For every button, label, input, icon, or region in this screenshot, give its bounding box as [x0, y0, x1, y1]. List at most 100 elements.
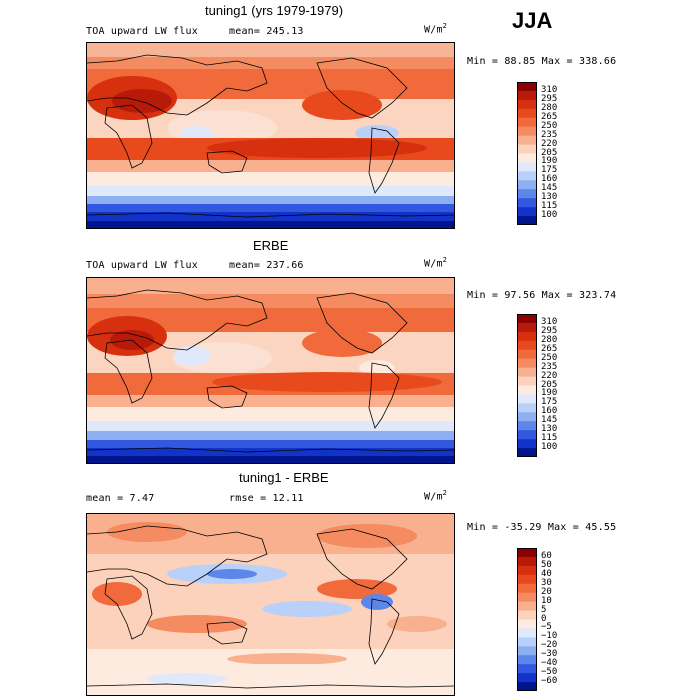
colorbar-swatch [517, 108, 537, 119]
colorbar-swatch [517, 331, 537, 342]
colorbar-swatch [517, 198, 537, 208]
colorbar-swatch [517, 548, 537, 558]
colorbar-tick-label: 10 [541, 595, 552, 606]
panel1-variable: TOA upward LW flux [86, 26, 198, 37]
colorbar-swatch [517, 448, 537, 458]
panel3-units: W/m2 [424, 489, 448, 503]
colorbar-swatch [517, 592, 537, 602]
colorbar-tick-label: 160 [541, 174, 558, 185]
colorbar-tick-label: 265 [541, 111, 558, 122]
colorbar-swatch [517, 126, 537, 136]
colorbar-swatch [517, 673, 537, 683]
colorbar-swatch [517, 376, 537, 386]
colorbar-swatch [517, 144, 537, 154]
panel3-colorbar-swatches [517, 548, 537, 692]
colorbar-swatch [517, 358, 537, 368]
colorbar-tick-label: 205 [541, 379, 558, 390]
colorbar-swatch [517, 189, 537, 199]
colorbar-swatch [517, 180, 537, 190]
colorbar-swatch [517, 439, 537, 449]
panel2-title: ERBE [253, 238, 289, 253]
colorbar-swatch [517, 135, 537, 145]
colorbar-swatch [517, 601, 537, 611]
panel2-map-field [87, 278, 454, 463]
panel1-units: W/m2 [424, 22, 448, 36]
colorbar-tick-label: 175 [541, 165, 558, 176]
panel2-colorbar: 310 295 280 265 250 235 220 205 190 175 160 145 130 1… [517, 314, 557, 458]
colorbar-tick-label: 250 [541, 352, 558, 363]
colorbar-swatch [517, 403, 537, 413]
panel3-mean: mean = 7.47 [86, 493, 155, 504]
colorbar-tick-label: 175 [541, 397, 558, 408]
colorbar-tick-label: 145 [541, 183, 558, 194]
colorbar-swatch [517, 162, 537, 172]
colorbar-tick-label: 40 [541, 568, 552, 579]
panel2-mean: mean= 237.66 [229, 260, 304, 271]
colorbar-tick-label: 60 [541, 550, 552, 561]
colorbar-tick-label: −5 [541, 622, 552, 633]
colorbar-tick-label: 190 [541, 156, 558, 167]
colorbar-swatch [517, 82, 537, 92]
colorbar-tick-label: 310 [541, 316, 558, 327]
colorbar-swatch [517, 682, 537, 692]
colorbar-swatch [517, 421, 537, 431]
colorbar-tick-label: 205 [541, 147, 558, 158]
panel2-map [86, 277, 455, 464]
colorbar-tick-label: −10 [541, 631, 558, 642]
colorbar-border [517, 82, 537, 225]
colorbar-swatch [517, 153, 537, 163]
colorbar-swatch [517, 314, 537, 324]
colorbar-tick-label: 115 [541, 433, 558, 444]
colorbar-tick-label: −60 [541, 676, 558, 687]
panel3-rmse: rmse = 12.11 [229, 493, 304, 504]
panel1-map [86, 42, 455, 229]
panel3-map-field [87, 514, 454, 695]
colorbar-tick-label: 30 [541, 577, 552, 588]
colorbar-tick-label: 235 [541, 129, 558, 140]
colorbar-tick-label: 115 [541, 201, 558, 212]
colorbar-swatch [517, 412, 537, 422]
panel3-colorbar: 60 50 40 30 20 10 5 0 −5 −10 −20 −30 −40 −50 −60 [517, 548, 557, 692]
colorbar-swatch [517, 99, 537, 110]
colorbar-swatch [517, 655, 537, 665]
colorbar-tick-label: −40 [541, 658, 558, 669]
season-label: JJA [512, 8, 553, 33]
colorbar-swatch [517, 216, 537, 226]
colorbar-swatch [517, 646, 537, 656]
colorbar-tick-label: 130 [541, 192, 558, 203]
panel1-map-field [87, 43, 454, 228]
colorbar-swatch [517, 385, 537, 395]
colorbar-tick-label: 250 [541, 120, 558, 131]
panel2-units: W/m2 [424, 256, 448, 270]
colorbar-swatch [517, 367, 537, 377]
colorbar-tick-label: 280 [541, 102, 558, 113]
panel2-variable: TOA upward LW flux [86, 260, 198, 271]
colorbar-swatch [517, 340, 537, 351]
colorbar-swatch [517, 574, 537, 585]
colorbar-swatch [517, 90, 537, 101]
colorbar-swatch [517, 619, 537, 629]
colorbar-tick-label: 130 [541, 424, 558, 435]
colorbar-tick-label: 265 [541, 343, 558, 354]
colorbar-tick-label: 295 [541, 325, 558, 336]
panel1-minmax: Min = 88.85 Max = 338.66 [467, 56, 617, 67]
colorbar-tick-label: 0 [541, 613, 547, 624]
colorbar-tick-label: 220 [541, 138, 558, 149]
colorbar-border [517, 314, 537, 457]
colorbar-tick-label: −30 [541, 649, 558, 660]
colorbar-tick-label: 190 [541, 388, 558, 399]
colorbar-tick-label: 160 [541, 406, 558, 417]
colorbar-tick-label: 235 [541, 361, 558, 372]
colorbar-tick-label: 145 [541, 415, 558, 426]
colorbar-tick-label: 100 [541, 210, 558, 221]
colorbar-swatch [517, 394, 537, 404]
colorbar-tick-label: 220 [541, 370, 558, 381]
panel3-title: tuning1 - ERBE [239, 470, 329, 485]
panel1-colorbar-swatches [517, 82, 537, 226]
colorbar-swatch [517, 610, 537, 620]
panel1-title: tuning1 (yrs 1979-1979) [205, 3, 344, 18]
panel1-mean: mean= 245.13 [229, 26, 304, 37]
colorbar-swatch [517, 207, 537, 217]
panel1-colorbar: 310 295 280 265 250 235 220 205 190 175 160 145 130 1… [517, 82, 557, 226]
colorbar-swatch [517, 556, 537, 567]
